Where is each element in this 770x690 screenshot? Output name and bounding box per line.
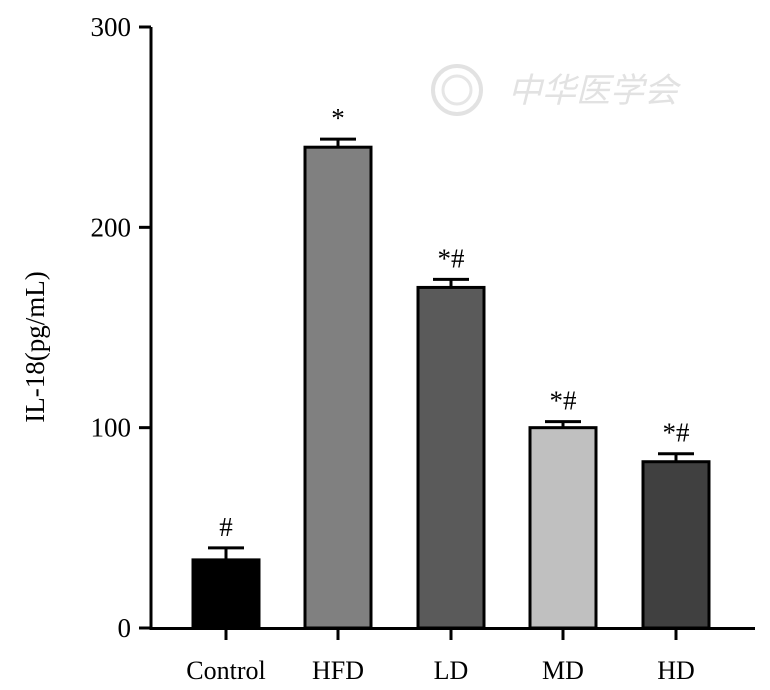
error-bars xyxy=(208,137,694,560)
y-tick-label: 200 xyxy=(91,212,132,242)
x-tick-label: HFD xyxy=(312,656,364,685)
y-tick-label: 0 xyxy=(118,613,132,643)
significance-label: # xyxy=(219,512,233,542)
significance-label: *# xyxy=(550,386,578,416)
x-ticks: Control HFD LD MD HD xyxy=(186,628,695,685)
x-tick-label: HD xyxy=(657,656,695,685)
x-tick-label: Control xyxy=(186,656,265,685)
significance-label: *# xyxy=(663,418,691,448)
significance-labels: # * *# *# *# xyxy=(219,103,690,542)
watermark-seal-inner-icon xyxy=(441,74,473,106)
y-tick-label: 100 xyxy=(91,413,132,443)
significance-label: * xyxy=(331,103,345,133)
bar-hfd xyxy=(303,145,373,630)
bar-hd xyxy=(641,460,711,630)
bars xyxy=(191,145,711,630)
y-axis-label: IL-18(pg/mL) xyxy=(20,271,50,422)
watermark-seal-icon xyxy=(431,64,483,116)
y-tick-label: 300 xyxy=(91,12,132,42)
watermark-logo: 中华医学会 xyxy=(431,64,682,116)
x-tick-label: LD xyxy=(434,656,469,685)
bar-control xyxy=(191,558,261,630)
significance-label: *# xyxy=(438,243,466,273)
x-tick-label: MD xyxy=(542,656,584,685)
bar-md xyxy=(528,426,598,630)
bar-ld xyxy=(416,285,486,630)
watermark-text: 中华医学会 xyxy=(508,71,682,111)
y-ticks: 0 100 200 300 xyxy=(91,12,151,643)
